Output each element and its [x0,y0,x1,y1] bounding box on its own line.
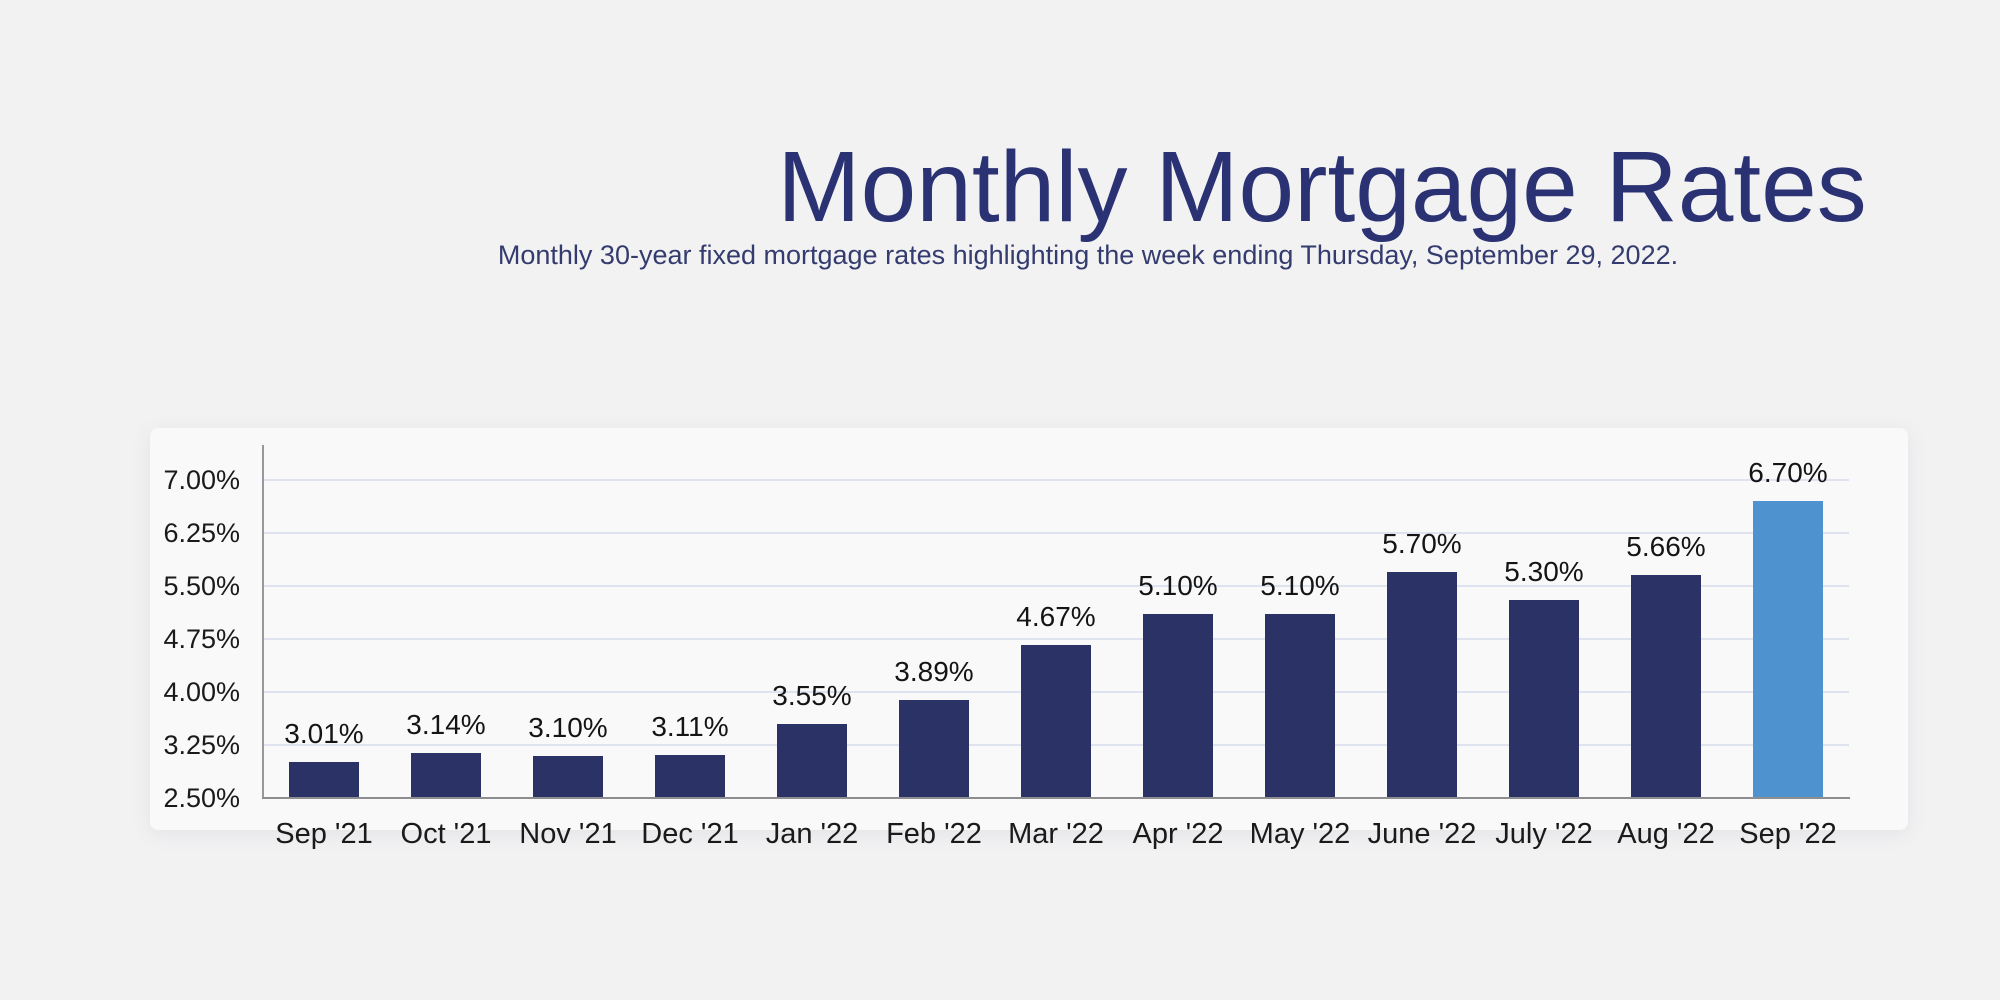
x-tick-label: Mar '22 [1008,818,1104,850]
gridline [264,532,1849,535]
bar-value-label: 4.67% [1016,600,1096,632]
bar [289,761,359,797]
bar-value-label: 5.10% [1260,570,1340,602]
bar [533,755,603,797]
bar-value-label: 5.10% [1138,570,1218,602]
bar [1021,644,1091,797]
bar [1631,574,1701,797]
bar-value-label: 3.11% [651,710,729,742]
x-tick-label: Feb '22 [886,818,982,850]
y-axis-line [262,445,264,799]
x-tick-label: May '22 [1249,818,1351,850]
bar [411,752,481,797]
x-tick-label: Aug '22 [1617,818,1715,850]
bar [1143,614,1213,797]
bar-value-label: 3.10% [528,711,608,743]
y-tick-label: 2.50% [163,783,240,813]
bar-value-label: 5.30% [1504,556,1584,588]
x-tick-label: Nov '21 [519,818,617,850]
bar-value-label: 3.55% [772,679,852,711]
bar-value-label: 5.66% [1626,530,1706,562]
x-tick-label: Apr '22 [1132,818,1224,850]
gridline [264,585,1849,588]
x-tick-label: Jan '22 [765,818,859,850]
bar [1265,614,1335,797]
bar [777,723,847,797]
y-tick-label: 5.50% [163,571,240,602]
page-subtitle: Monthly 30-year fixed mortgage rates hig… [497,240,1679,270]
x-axis-line [262,797,1850,799]
y-tick-label: 3.25% [163,730,240,761]
bar [899,699,969,797]
y-tick-label: 6.25% [163,518,240,549]
bar [1753,501,1823,797]
y-tick-label: 7.00% [163,465,240,496]
y-tick-label: 4.75% [163,624,240,655]
bar-value-label: 6.70% [1748,457,1828,489]
gridline [264,479,1849,482]
bar [1387,572,1457,797]
bar-value-label: 5.70% [1382,528,1462,560]
page-title: Monthly Mortgage Rates [777,131,1867,243]
x-tick-label: Dec '21 [641,818,739,850]
x-tick-label: Oct '21 [400,818,492,850]
x-tick-label: June '22 [1367,818,1477,850]
x-tick-label: July '22 [1495,818,1593,850]
bar [1509,600,1579,797]
x-tick-label: Sep '21 [275,818,373,850]
bar-value-label: 3.01% [284,717,364,749]
bar [655,754,725,797]
y-tick-label: 4.00% [163,677,240,708]
bar-value-label: 3.14% [406,708,486,740]
x-tick-label: Sep '22 [1739,818,1837,850]
gridline [264,638,1849,641]
bar-value-label: 3.89% [894,655,974,687]
